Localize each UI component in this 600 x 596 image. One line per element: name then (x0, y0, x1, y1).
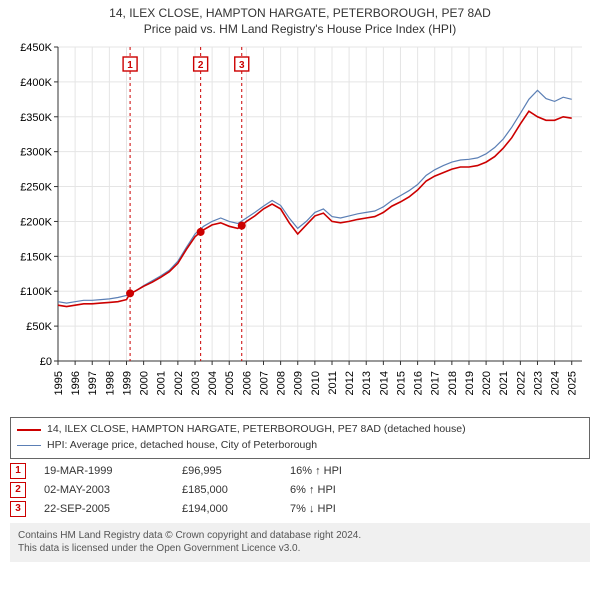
event-price: £194,000 (182, 503, 272, 515)
event-marker-1: 1 (10, 463, 26, 479)
svg-text:2011: 2011 (327, 371, 339, 395)
legend-row-hpi: HPI: Average price, detached house, City… (17, 438, 583, 454)
legend-swatch-hpi (17, 445, 41, 446)
svg-text:2025: 2025 (567, 371, 579, 395)
sale-events: 1 19-MAR-1999 £96,995 16% ↑ HPI 2 02-MAY… (10, 463, 590, 517)
svg-text:£450K: £450K (20, 42, 52, 54)
svg-text:2023: 2023 (532, 371, 544, 395)
svg-text:2003: 2003 (190, 371, 202, 395)
svg-text:1997: 1997 (87, 371, 99, 395)
title-line-1: 14, ILEX CLOSE, HAMPTON HARGATE, PETERBO… (0, 6, 600, 22)
chart-title: 14, ILEX CLOSE, HAMPTON HARGATE, PETERBO… (0, 6, 600, 37)
svg-text:£100K: £100K (20, 286, 52, 298)
event-direction: 6% ↑ HPI (290, 484, 380, 496)
svg-text:2004: 2004 (207, 371, 219, 395)
svg-text:2021: 2021 (498, 371, 510, 395)
svg-text:2013: 2013 (361, 371, 373, 395)
svg-text:2010: 2010 (310, 371, 322, 395)
svg-text:2024: 2024 (550, 371, 562, 395)
svg-text:£150K: £150K (20, 252, 52, 264)
attribution-footer: Contains HM Land Registry data © Crown c… (10, 523, 590, 562)
legend-label-property: 14, ILEX CLOSE, HAMPTON HARGATE, PETERBO… (47, 422, 466, 438)
svg-text:£350K: £350K (20, 112, 52, 124)
svg-text:2007: 2007 (258, 371, 270, 395)
svg-text:2009: 2009 (293, 371, 305, 395)
svg-text:2017: 2017 (430, 371, 442, 395)
footer-line-1: Contains HM Land Registry data © Crown c… (18, 529, 582, 543)
svg-text:2: 2 (198, 60, 204, 71)
event-price: £96,995 (182, 465, 272, 477)
footer-line-2: This data is licensed under the Open Gov… (18, 542, 582, 556)
event-direction: 16% ↑ HPI (290, 465, 380, 477)
sale-event-row: 1 19-MAR-1999 £96,995 16% ↑ HPI (10, 463, 590, 479)
svg-text:2012: 2012 (344, 371, 356, 395)
svg-text:1: 1 (127, 60, 133, 71)
event-marker-3: 3 (10, 501, 26, 517)
svg-text:2016: 2016 (413, 371, 425, 395)
svg-text:2019: 2019 (464, 371, 476, 395)
svg-text:2018: 2018 (447, 371, 459, 395)
legend: 14, ILEX CLOSE, HAMPTON HARGATE, PETERBO… (10, 417, 590, 459)
legend-swatch-property (17, 429, 41, 431)
sale-event-row: 3 22-SEP-2005 £194,000 7% ↓ HPI (10, 501, 590, 517)
event-marker-2: 2 (10, 482, 26, 498)
legend-label-hpi: HPI: Average price, detached house, City… (47, 438, 317, 454)
svg-text:1996: 1996 (70, 371, 82, 395)
line-chart-svg: £0 £50K £100K £150K £200K £250K £300K £350K £400… (10, 41, 590, 411)
svg-text:2020: 2020 (481, 371, 493, 395)
svg-text:3: 3 (239, 60, 245, 71)
svg-text:2015: 2015 (395, 371, 407, 395)
title-line-2: Price paid vs. HM Land Registry's House … (0, 22, 600, 38)
event-date: 19-MAR-1999 (44, 465, 164, 477)
event-price: £185,000 (182, 484, 272, 496)
svg-text:2006: 2006 (241, 371, 253, 395)
svg-text:£250K: £250K (20, 182, 52, 194)
svg-text:£300K: £300K (20, 147, 52, 159)
svg-text:2014: 2014 (378, 371, 390, 395)
svg-text:2008: 2008 (276, 371, 288, 395)
svg-text:2002: 2002 (173, 371, 185, 395)
svg-text:£50K: £50K (26, 321, 52, 333)
event-direction: 7% ↓ HPI (290, 503, 380, 515)
svg-text:2000: 2000 (139, 371, 151, 395)
sale-event-row: 2 02-MAY-2003 £185,000 6% ↑ HPI (10, 482, 590, 498)
svg-text:1999: 1999 (121, 371, 133, 395)
svg-text:£400K: £400K (20, 77, 52, 89)
svg-text:1998: 1998 (104, 371, 116, 395)
legend-row-property: 14, ILEX CLOSE, HAMPTON HARGATE, PETERBO… (17, 422, 583, 438)
svg-text:£0: £0 (40, 356, 52, 368)
svg-text:2022: 2022 (515, 371, 527, 395)
svg-text:1995: 1995 (53, 371, 65, 395)
event-date: 22-SEP-2005 (44, 503, 164, 515)
chart-area: £0 £50K £100K £150K £200K £250K £300K £350K £400… (10, 41, 590, 411)
svg-text:2001: 2001 (156, 371, 168, 395)
event-date: 02-MAY-2003 (44, 484, 164, 496)
svg-text:£200K: £200K (20, 217, 52, 229)
svg-text:2005: 2005 (224, 371, 236, 395)
